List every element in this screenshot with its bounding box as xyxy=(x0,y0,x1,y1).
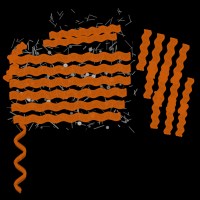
Polygon shape xyxy=(137,30,151,70)
Polygon shape xyxy=(50,25,120,39)
Polygon shape xyxy=(164,98,176,134)
Polygon shape xyxy=(4,63,18,81)
Polygon shape xyxy=(10,52,130,64)
Polygon shape xyxy=(10,64,130,76)
Polygon shape xyxy=(14,112,120,124)
Polygon shape xyxy=(171,44,189,84)
Polygon shape xyxy=(148,34,164,78)
Polygon shape xyxy=(44,33,116,47)
Polygon shape xyxy=(10,88,126,100)
Polygon shape xyxy=(144,62,156,98)
Polygon shape xyxy=(176,104,188,136)
Polygon shape xyxy=(155,66,169,106)
Polygon shape xyxy=(12,100,124,112)
Polygon shape xyxy=(166,72,182,112)
Polygon shape xyxy=(151,92,161,128)
Polygon shape xyxy=(159,38,177,82)
Polygon shape xyxy=(8,42,26,62)
Polygon shape xyxy=(178,78,194,114)
Polygon shape xyxy=(10,76,130,88)
